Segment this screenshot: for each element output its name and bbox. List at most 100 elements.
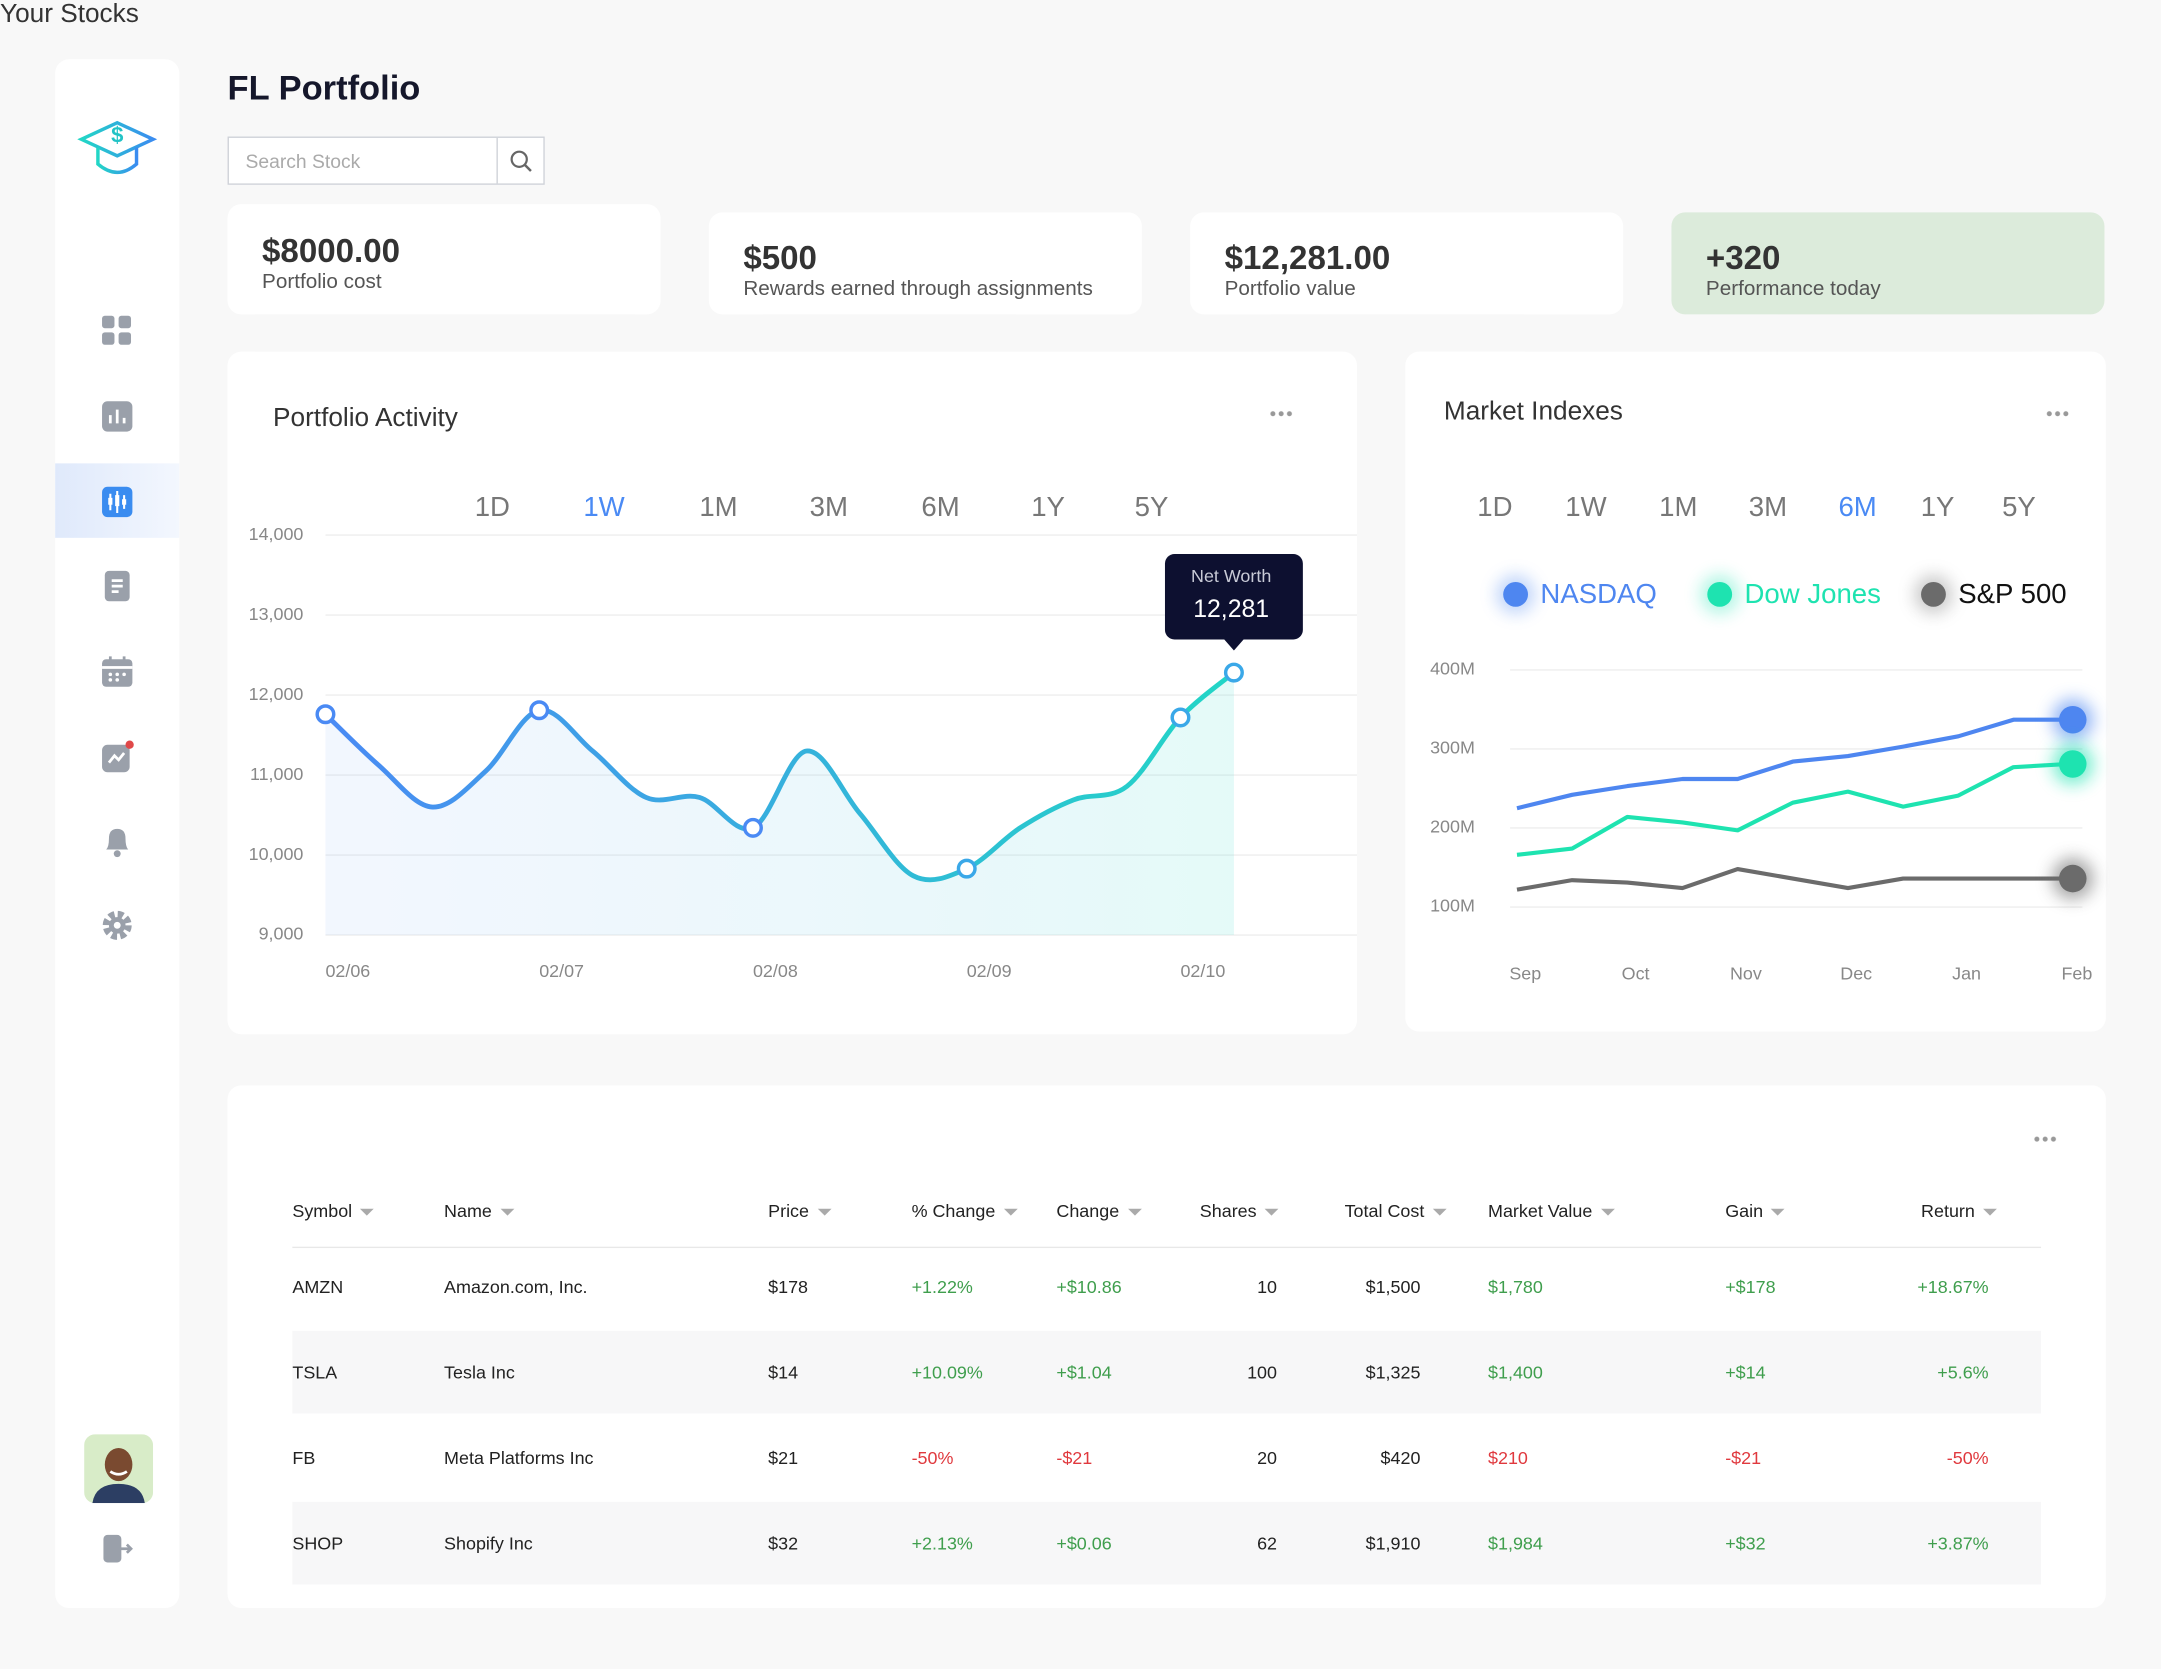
more-menu[interactable] (2045, 410, 2070, 417)
x-tick-label: Dec (1840, 964, 1872, 984)
table-cell: -50% (1946, 1447, 1989, 1469)
y-tick-label: 14,000 (249, 524, 304, 544)
table-cell: $21 (768, 1447, 799, 1469)
range-button[interactable]: 1D (475, 491, 510, 522)
avatar[interactable] (84, 1434, 154, 1504)
table-cell: +1.22% (911, 1276, 973, 1298)
stocks-table: Your Stocks Symbol Name Price % Change Change… (0, 0, 2161, 1585)
table-cell: +18.67% (1917, 1276, 1989, 1298)
card-label: Portfolio cost (262, 270, 382, 294)
point-marker (1223, 662, 1244, 683)
table-cell: +2.13% (911, 1532, 973, 1554)
nav-portfolio[interactable] (99, 484, 135, 520)
x-tick-label: Sep (1509, 964, 1541, 984)
range-button[interactable]: 1D (1477, 491, 1512, 522)
y-tick-label: 100M (1430, 896, 1475, 916)
nav-trends[interactable] (99, 739, 135, 775)
search-divider (496, 137, 498, 184)
x-tick-label: 02/09 (967, 961, 1012, 981)
table-cell: $420 (1380, 1447, 1421, 1469)
range-button[interactable]: 1Y (1921, 491, 1955, 522)
nav-calendar[interactable] (99, 654, 135, 690)
range-button[interactable]: 1M (1659, 491, 1697, 522)
column-header: Name (444, 1200, 514, 1221)
search-box[interactable]: Search Stock (227, 136, 545, 185)
x-tick-label: 02/10 (1180, 961, 1225, 981)
table-cell: $1,910 (1365, 1532, 1421, 1554)
x-tick-label: 02/07 (539, 961, 584, 981)
range-button[interactable]: 1W (583, 491, 624, 522)
card-value: $12,281.00 (1224, 239, 1391, 278)
point-marker (956, 858, 977, 879)
range-button[interactable]: 6M (1838, 491, 1876, 522)
card-label: Performance today (1705, 277, 1881, 301)
summary-card: $12,281.00 Portfolio value (1190, 212, 1624, 315)
table-cell: -$21 (1725, 1447, 1762, 1469)
logout[interactable] (99, 1531, 135, 1567)
range-button[interactable]: 1M (699, 491, 737, 522)
card-value: $8000.00 (262, 233, 401, 271)
range-button[interactable]: 1W (1565, 491, 1606, 522)
header-divider (292, 1246, 2042, 1249)
column-header: Shares (1200, 1200, 1279, 1221)
svg-text:$: $ (111, 122, 123, 147)
end-marker (2058, 864, 2087, 893)
tooltip-value: 12,281 (1193, 596, 1269, 623)
nav-analytics[interactable] (99, 399, 135, 435)
y-tick-label: 400M (1430, 659, 1475, 679)
range-button[interactable]: 3M (810, 491, 848, 522)
nav-dashboard[interactable] (99, 313, 135, 349)
search-icon[interactable] (509, 149, 534, 174)
summary-card: +320 Performance today (1671, 212, 2105, 315)
range-button[interactable]: 3M (1749, 491, 1787, 522)
search-placeholder: Search Stock (245, 150, 361, 173)
table-title: Your Stocks (0, 0, 139, 29)
table-cell: Amazon.com, Inc. (444, 1276, 588, 1298)
point-marker (742, 817, 763, 838)
table-cell: $1,500 (1365, 1276, 1421, 1298)
x-tick-label: Feb (2061, 964, 2092, 984)
line (323, 670, 1236, 883)
point-marker (315, 704, 336, 725)
page-title: FL Portfolio (227, 68, 421, 108)
table-cell: $14 (768, 1361, 799, 1383)
table-cell: SHOP (292, 1532, 344, 1554)
column-header: Market Value (1488, 1200, 1614, 1221)
table-cell: +5.6% (1937, 1361, 1989, 1383)
x-tick-label: Oct (1622, 964, 1650, 984)
range-button[interactable]: 1Y (1031, 491, 1065, 522)
table-cell: Tesla Inc (444, 1361, 515, 1383)
table-cell: $1,325 (1365, 1361, 1421, 1383)
chart-title: Market Indexes (1444, 395, 1623, 425)
table-cell: FB (292, 1447, 316, 1469)
row-background (292, 1330, 2042, 1414)
table-cell: $178 (768, 1276, 809, 1298)
nav-documents[interactable] (99, 568, 135, 604)
nav-settings[interactable] (99, 907, 135, 943)
table-cell: -50% (911, 1447, 954, 1469)
table-cell: +$14 (1725, 1361, 1766, 1383)
area (325, 672, 1234, 936)
table-cell: $1,984 (1488, 1532, 1543, 1554)
more-menu[interactable] (1268, 410, 1294, 417)
column-header: Symbol (292, 1200, 374, 1221)
nav-notifications[interactable] (99, 823, 135, 859)
end-marker (2058, 750, 2087, 778)
table-cell: 100 (1247, 1361, 1278, 1383)
table-cell: TSLA (292, 1361, 338, 1383)
more-menu[interactable] (2032, 1136, 2058, 1142)
line (1516, 717, 2069, 811)
chart-title: Portfolio Activity (273, 402, 459, 432)
x-tick-label: Jan (1952, 964, 1981, 984)
table-cell: 10 (1257, 1276, 1278, 1298)
table-cell: +$1.04 (1056, 1361, 1112, 1383)
range-button[interactable]: 5Y (2002, 491, 2036, 522)
table-cell: Meta Platforms Inc (444, 1447, 594, 1469)
range-button[interactable]: 6M (921, 491, 959, 522)
y-tick-label: 11,000 (250, 764, 303, 784)
y-tick-label: 300M (1430, 738, 1475, 758)
table-cell: 20 (1257, 1447, 1278, 1469)
table-cell: AMZN (292, 1276, 344, 1298)
range-button[interactable]: 5Y (1135, 491, 1169, 522)
